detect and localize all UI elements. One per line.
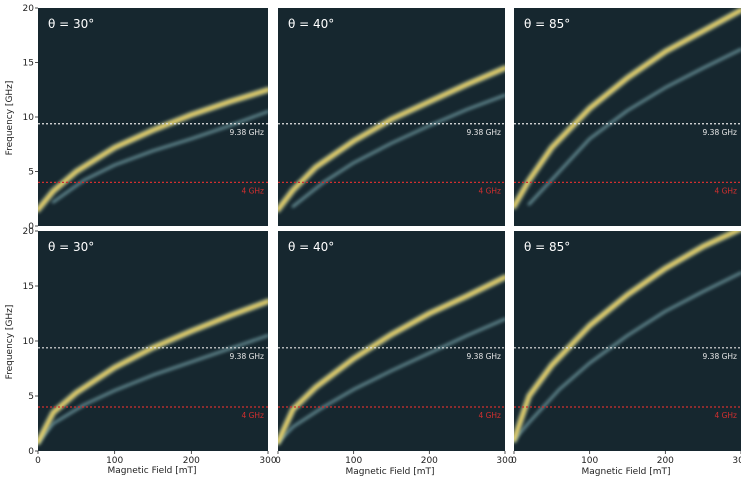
mode-low-line xyxy=(278,317,505,444)
panel-title: θ = 85° xyxy=(524,17,570,31)
x-tick-label: 200 xyxy=(421,456,438,466)
mode-low-line xyxy=(51,110,268,204)
mode-high-line xyxy=(514,8,741,208)
x-tick-label: 300 xyxy=(496,456,513,466)
y-tick-label: 15 xyxy=(23,59,34,69)
ref-label-4-ghz: 4 GHz xyxy=(241,186,264,195)
ref-label-4-ghz: 4 GHz xyxy=(714,411,737,420)
ref-label-4-ghz: 4 GHz xyxy=(478,411,501,420)
panels-group: 9.38 GHz 4 GHz θ = 30° 0 5 10 15 20 9.38 GHz 4 GH… xyxy=(23,4,741,466)
x-tick-label: 200 xyxy=(657,456,674,466)
x-axis-label-col3: Magnetic Field [mT] xyxy=(582,467,671,477)
x-axis-label-col2: Magnetic Field [mT] xyxy=(346,467,435,477)
panel-title: θ = 40° xyxy=(288,240,334,254)
y-tick-label: 20 xyxy=(23,4,35,14)
y-tick-label: 0 xyxy=(28,222,34,232)
ref-label-9-38-ghz: 9.38 GHz xyxy=(467,128,502,137)
y-axis-label-top: Frequency [GHz] xyxy=(5,81,15,156)
x-tick-label: 200 xyxy=(183,456,200,466)
mode-high-line xyxy=(38,88,268,212)
y-tick-label: 20 xyxy=(23,227,35,237)
x-tick-label: 0 xyxy=(275,456,281,466)
mode-high-line xyxy=(278,66,505,212)
ref-label-9-38-ghz: 9.38 GHz xyxy=(703,352,738,361)
x-tick-label: 100 xyxy=(106,456,123,466)
mode-high-line xyxy=(278,275,505,444)
panel-background xyxy=(514,231,741,451)
panel-0-0: 9.38 GHz 4 GHz θ = 30° 0 5 10 15 20 xyxy=(23,4,268,232)
panel-1-1: 9.38 GHz 4 GHz θ = 40° 0 100 200 300 xyxy=(275,231,514,466)
ref-label-9-38-ghz: 9.38 GHz xyxy=(703,128,738,137)
y-tick-label: 5 xyxy=(28,168,34,178)
x-tick-label: 0 xyxy=(35,456,41,466)
x-tick-label: 0 xyxy=(511,456,517,466)
y-tick-label: 15 xyxy=(23,282,34,292)
panel-title: θ = 40° xyxy=(288,17,334,31)
panel-title: θ = 30° xyxy=(48,240,94,254)
panel-background xyxy=(38,8,268,226)
ref-label-9-38-ghz: 9.38 GHz xyxy=(230,352,265,361)
panel-0-1: 9.38 GHz 4 GHz θ = 40° xyxy=(278,8,505,226)
panel-0-2: 9.38 GHz 4 GHz θ = 85° xyxy=(514,8,741,226)
panel-background xyxy=(514,8,741,226)
y-axis-label-bottom: Frequency [GHz] xyxy=(5,305,15,380)
mode-low-line xyxy=(514,271,741,442)
panel-1-2: 9.38 GHz 4 GHz θ = 85° 0 100 200 300 xyxy=(511,231,741,466)
panel-background xyxy=(38,231,268,451)
ref-label-4-ghz: 4 GHz xyxy=(241,411,264,420)
x-tick-label: 100 xyxy=(345,456,362,466)
mode-low-line xyxy=(38,334,268,444)
y-tick-label: 5 xyxy=(28,392,34,402)
ref-label-9-38-ghz: 9.38 GHz xyxy=(467,352,502,361)
ref-label-4-ghz: 4 GHz xyxy=(478,186,501,195)
mode-high-line xyxy=(514,231,740,442)
y-tick-label: 0 xyxy=(28,447,34,457)
panel-background xyxy=(278,231,505,451)
mode-high-line xyxy=(38,299,268,444)
x-tick-label: 300 xyxy=(732,456,741,466)
panel-title: θ = 85° xyxy=(524,240,570,254)
mode-low-line xyxy=(527,47,741,206)
y-tick-label: 10 xyxy=(23,113,35,123)
y-tick-label: 10 xyxy=(23,337,35,347)
panel-title: θ = 30° xyxy=(48,17,94,31)
x-axis-label-col1: Magnetic Field [mT] xyxy=(108,466,197,476)
x-tick-label: 100 xyxy=(581,456,598,466)
x-tick-label: 300 xyxy=(259,456,276,466)
ref-label-4-ghz: 4 GHz xyxy=(714,186,737,195)
ref-label-9-38-ghz: 9.38 GHz xyxy=(230,128,265,137)
